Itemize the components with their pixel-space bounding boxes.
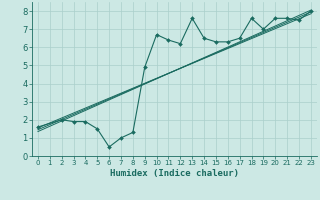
X-axis label: Humidex (Indice chaleur): Humidex (Indice chaleur): [110, 169, 239, 178]
